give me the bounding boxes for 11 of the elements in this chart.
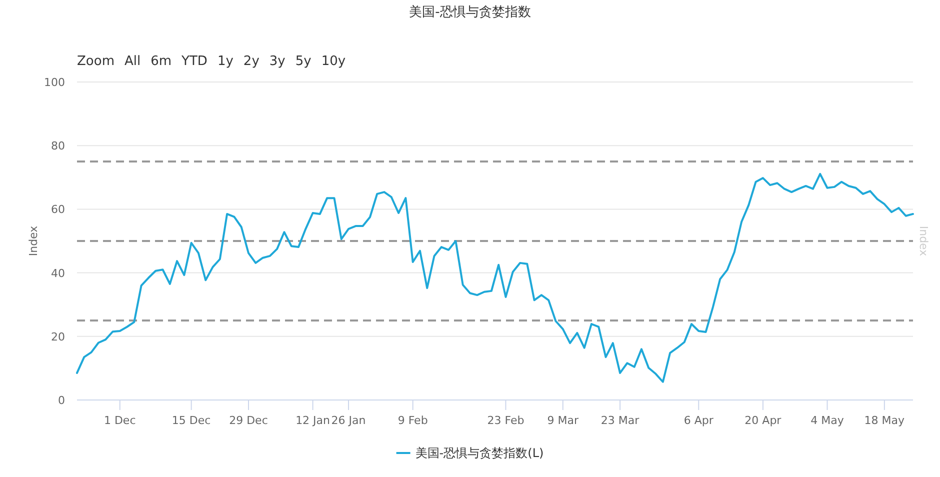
annotation: 10y (321, 54, 346, 69)
annotation: 5y (295, 54, 312, 69)
annotation: 3y (269, 54, 286, 69)
annotation: 2y (243, 54, 260, 69)
annotation: 1y (217, 54, 234, 69)
annotation: 6m (150, 54, 172, 69)
annotation: YTD (182, 54, 208, 69)
annotation: Zoom (77, 54, 114, 69)
ylabel: Index (27, 226, 40, 256)
annotation: All (124, 54, 141, 69)
title: 美国-恐惧与贪婪指数 (409, 5, 531, 20)
